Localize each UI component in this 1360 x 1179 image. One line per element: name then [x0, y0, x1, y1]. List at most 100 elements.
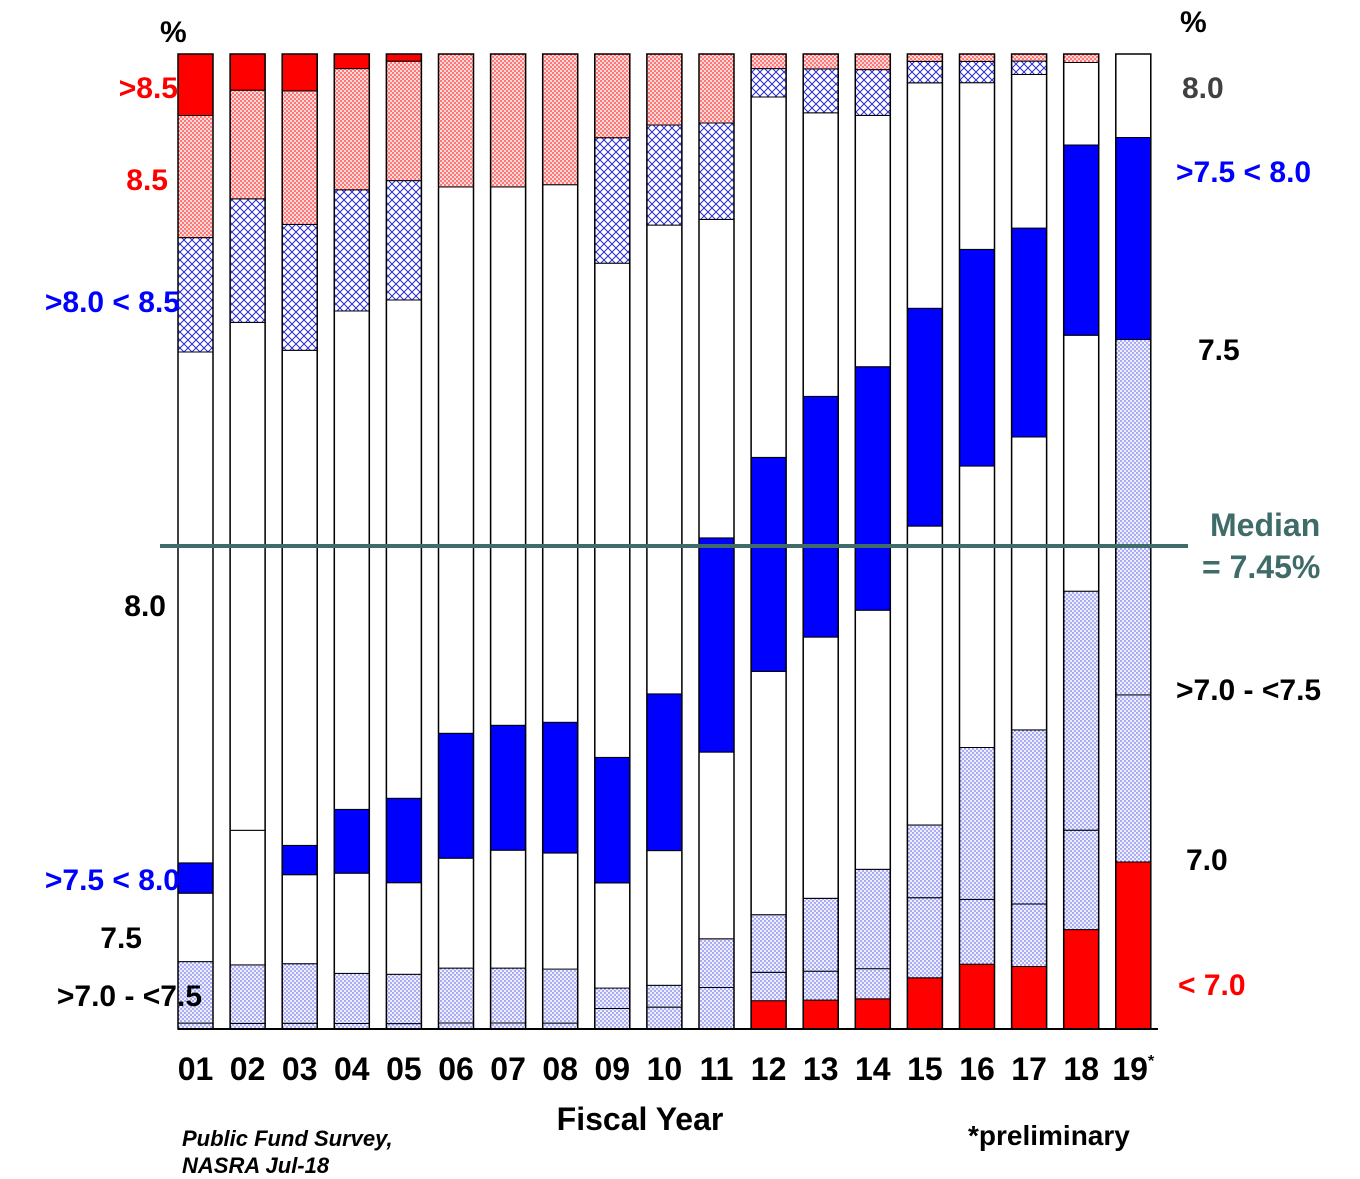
bar-segment-s80-07 — [490, 186, 527, 726]
right-label-80: 8.0 — [1182, 72, 1224, 105]
x-tick-16: 16 — [959, 1051, 995, 1087]
bar-segment-s85-08 — [542, 53, 579, 186]
bar-segment-lt70-18 — [1063, 929, 1100, 1030]
bar-segment-r80_85-02 — [229, 198, 266, 323]
bar-segment-r70_75-16 — [959, 747, 995, 900]
bar-segment-s80-09 — [594, 262, 631, 758]
bar-segment-r75_80-05 — [385, 797, 422, 884]
bar-segment-r75_80-04 — [333, 808, 370, 874]
bar-segment-s85-03 — [281, 90, 318, 225]
bar-segment-r70_75-14 — [854, 868, 891, 970]
bar-segment-s80-05 — [385, 299, 422, 799]
bar-segment-s85-04 — [333, 68, 370, 191]
bar-segment-s75-03 — [281, 874, 318, 965]
bar-segment-s75-10 — [646, 850, 683, 986]
left-label-75: 7.5 — [100, 922, 142, 955]
x-tick-09: 09 — [595, 1051, 631, 1087]
bar-segment-r75_80-18 — [1063, 144, 1100, 336]
bar-segment-r70_75-10 — [646, 984, 683, 1008]
bar-segment-r70_75-15 — [906, 897, 943, 979]
bar-segment-r70_75-17 — [1011, 903, 1048, 967]
right-label-70-75: >7.0 - <7.5 — [1176, 674, 1321, 707]
bar-segment-r70_75-18 — [1063, 590, 1100, 831]
x-tick-labels: 01 02 03 04 05 06 07 08 09 10 11 12 13 14 15 16 17 18 19* — [178, 1051, 1155, 1087]
bar-segment-s75-14 — [854, 609, 891, 870]
bar-segment-r70_75-06 — [438, 967, 474, 1024]
bar-segment-s85-10 — [646, 53, 683, 126]
left-label-85: 8.5 — [126, 164, 168, 197]
right-unit-label: % — [1180, 6, 1207, 39]
x-tick-suffix: * — [1148, 1053, 1155, 1070]
x-tick-02: 02 — [230, 1051, 266, 1087]
bar-segment-s80-06 — [438, 186, 474, 734]
x-tick-08: 08 — [542, 1051, 578, 1087]
bar-segments — [177, 53, 1158, 1030]
left-label-75-80: >7.5 < 8.0 — [45, 864, 180, 897]
bar-segment-s75-08 — [542, 852, 579, 970]
bar-segment-lt70-17 — [1011, 966, 1048, 1030]
bar-segment-r70_75-16 — [959, 898, 995, 965]
bar-segment-s75-11 — [698, 751, 735, 940]
x-tick-04: 04 — [334, 1051, 370, 1087]
bar-segment-r75_80-10 — [646, 693, 683, 852]
bar-segment-s85-14 — [854, 53, 891, 71]
bar-segment-s80-13 — [802, 112, 839, 397]
bar-segment-lt70-13 — [802, 999, 839, 1030]
bar-segment-r70_75-05 — [385, 973, 422, 1025]
right-label-75: 7.5 — [1198, 334, 1240, 367]
bar-segment-s80-08 — [542, 184, 579, 723]
bar-segment-r75_80-15 — [906, 307, 943, 527]
right-label-75-80: >7.5 < 8.0 — [1176, 156, 1311, 189]
bar-segment-r70_75-17 — [1011, 729, 1048, 905]
left-label-70-75: >7.0 - <7.5 — [57, 980, 202, 1013]
bar-segment-r75_80-07 — [490, 724, 527, 851]
bar-segment-s85-18 — [1063, 53, 1100, 63]
bar-segment-s85-09 — [594, 53, 631, 139]
right-label-70: 7.0 — [1186, 844, 1228, 877]
x-tick-01: 01 — [178, 1051, 214, 1087]
bar-segment-s75-09 — [594, 882, 631, 989]
x-tick-11: 11 — [700, 1051, 734, 1087]
right-label-lt70: < 7.0 — [1178, 969, 1246, 1002]
source-line-1: Public Fund Survey, — [182, 1126, 393, 1151]
bar-segment-s75-05 — [385, 882, 422, 975]
bar-segment-s75-17 — [1011, 436, 1048, 731]
median-title: Median — [1210, 507, 1320, 543]
bar-segment-r70_75-13 — [802, 970, 839, 1001]
bar-segment-s80-01 — [177, 351, 214, 864]
bar-segment-r70_75-04 — [333, 972, 370, 1025]
bar-segment-s85-13 — [802, 53, 839, 70]
bar-segment-r70_75-09 — [594, 1008, 631, 1030]
bar-segment-s75-13 — [802, 636, 839, 899]
x-tick-18: 18 — [1063, 1051, 1099, 1087]
bar-segment-s80-12 — [750, 96, 787, 458]
x-tick-14: 14 — [855, 1051, 891, 1087]
bar-segment-s80-10 — [646, 224, 683, 695]
bar-segment-r70_75-09 — [594, 987, 631, 1009]
bar-segment-s85-06 — [438, 53, 474, 188]
bar-segment-r70_75-11 — [698, 986, 735, 1030]
median-value: = 7.45% — [1202, 549, 1320, 585]
bar-segment-s85-16 — [959, 53, 995, 62]
bar-segment-r70_75-03 — [281, 963, 318, 1024]
bar-segment-r80_85-04 — [333, 189, 370, 312]
x-tick-07: 07 — [490, 1051, 526, 1087]
bar-segment-lt70-16 — [959, 963, 995, 1030]
bar-segment-r80_85-03 — [281, 223, 318, 351]
bar-segment-r80_85-12 — [750, 68, 787, 98]
bar-segment-r70_75-14 — [854, 968, 891, 1000]
bar-segment-s80-02 — [229, 321, 266, 831]
left-label-80-85: >8.0 < 8.5 — [45, 286, 180, 319]
bar-segment-s85-12 — [750, 53, 787, 70]
bar-segment-r70_75-07 — [490, 967, 527, 1024]
x-tick-15: 15 — [907, 1051, 943, 1087]
bar-segment-r70_75-18 — [1063, 829, 1100, 931]
bar-segment-r75_80-16 — [959, 248, 995, 467]
bar-segment-r70_75-19 — [1115, 694, 1152, 863]
x-axis-title: Fiscal Year — [557, 1101, 724, 1137]
bar-segment-lt70-14 — [854, 998, 891, 1030]
bar-segment-r75_80-03 — [281, 844, 318, 876]
x-tick-13: 13 — [803, 1051, 839, 1087]
bar-segment-r70_75-13 — [802, 897, 839, 972]
bar-segment-s80-11 — [698, 218, 735, 539]
